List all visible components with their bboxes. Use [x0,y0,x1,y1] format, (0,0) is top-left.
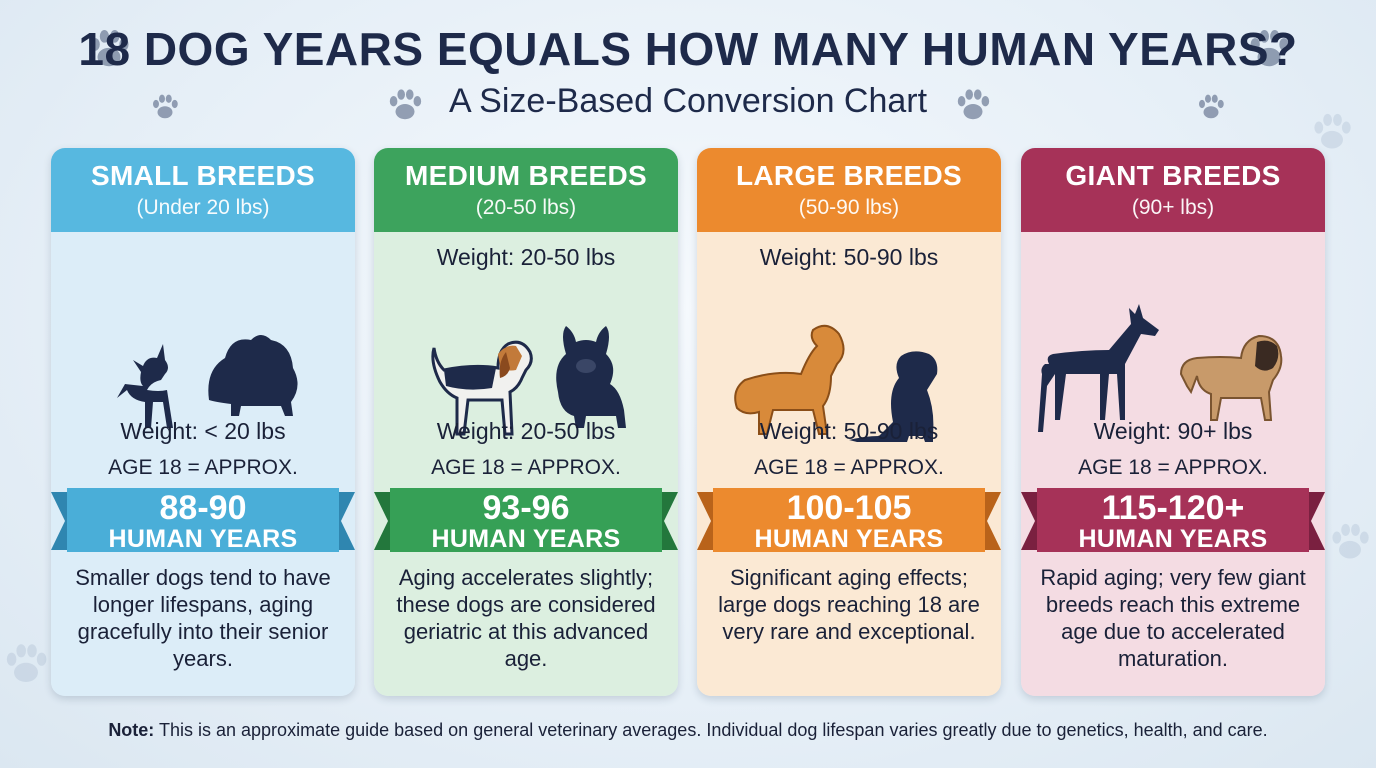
human-years-value: 88-90 [159,489,247,527]
card-title: LARGE BREEDS [735,160,963,191]
card-weight: Weight: 90+ lbs [1093,418,1253,444]
medium-breeds-card: MEDIUM BREEDS (20-50 lbs) Weight: 20-50 … [374,148,678,696]
card-header: SMALL BREEDS (Under 20 lbs) [51,148,355,232]
card-weight: Weight: 50-90 lbs [759,418,939,444]
chihuahua-silhouette-icon [117,344,173,428]
pomeranian-silhouette-icon [208,335,298,416]
card-body: Weight: 90+ lbs AGE 18 = APPROX. 115-120… [1021,232,1325,696]
card-description: Aging accelerates slightly; these dogs a… [396,565,656,671]
footer-note: Note: This is an approximate guide based… [0,720,1376,741]
note-text: This is an approximate guide based on ge… [159,720,1268,740]
french-bulldog-icon [556,326,626,428]
card-title: MEDIUM BREEDS [405,160,647,191]
human-years-label: HUMAN YEARS [431,525,621,553]
beagle-icon [431,340,533,436]
paw-print-icon [6,644,47,682]
card-header: GIANT BREEDS (90+ lbs) [1021,148,1325,232]
paw-print-icon [1332,523,1369,559]
card-age-label: AGE 18 = APPROX. [108,456,298,479]
card-header: MEDIUM BREEDS (20-50 lbs) [374,148,678,232]
card-body: Weight: < 20 lbs AGE 18 = APPROX. 88-90 … [51,232,355,696]
human-years-label: HUMAN YEARS [108,525,298,553]
dog-illustrations [431,326,626,436]
years-ribbon: 88-90 HUMAN YEARS [51,484,355,558]
card-weight: Weight: 20-50 lbs [436,418,616,444]
paw-print-icon [1199,94,1224,119]
card-weight-range: (20-50 lbs) [475,196,577,219]
card-title: SMALL BREEDS [91,160,315,191]
human-years-value: 93-96 [482,489,570,527]
card-age-label: AGE 18 = APPROX. [431,456,621,479]
card-description: Significant aging effects; large dogs re… [718,565,980,644]
card-age-label: AGE 18 = APPROX. [1078,456,1268,479]
card-body: Weight: 20-50 lbs Weight: 20-50 lbs AGE … [374,232,678,696]
card-description: Smaller dogs tend to have longer lifespa… [75,565,331,671]
large-breeds-card: LARGE BREEDS (50-90 lbs) Weight: 50-90 l… [697,148,1001,696]
card-body: Weight: 50-90 lbs Weight: 50-90 lbs AGE … [697,232,1001,696]
dog-illustrations [117,335,298,428]
card-weight-top: Weight: 20-50 lbs [436,244,616,270]
card-title: GIANT BREEDS [1065,160,1281,191]
card-weight-range: (50-90 lbs) [798,196,900,219]
page-title: 18 DOG YEARS EQUALS HOW MANY HUMAN YEARS… [78,23,1298,75]
great-dane-icon [1038,304,1159,432]
human-years-value: 100-105 [786,489,912,527]
card-header: LARGE BREEDS (50-90 lbs) [697,148,1001,232]
card-description: Rapid aging; very few giant breeds reach… [1040,565,1306,671]
paw-print-icon [1250,30,1289,67]
card-weight: Weight: < 20 lbs [120,418,286,444]
human-years-label: HUMAN YEARS [754,525,944,553]
years-ribbon: 100-105 HUMAN YEARS [697,484,1001,558]
golden-retriever-icon [734,324,845,435]
note-label: Note: [108,720,155,740]
small-breeds-card: SMALL BREEDS (Under 20 lbs) Weight: < 20… [51,148,355,696]
dog-illustrations [734,324,938,442]
paw-print-icon [1314,113,1351,149]
card-weight-top: Weight: 50-90 lbs [759,244,939,270]
card-weight-range: (90+ lbs) [1131,196,1215,219]
human-years-label: HUMAN YEARS [1078,525,1268,553]
card-weight-range: (Under 20 lbs) [136,196,270,219]
page-subtitle: A Size-Based Conversion Chart [448,82,928,120]
dog-illustrations [1038,304,1283,432]
card-age-label: AGE 18 = APPROX. [754,456,944,479]
paw-print-icon [957,89,990,120]
mastiff-icon [1179,334,1283,421]
years-ribbon: 115-120+ HUMAN YEARS [1021,484,1325,558]
paw-print-icon [153,94,178,119]
years-ribbon: 93-96 HUMAN YEARS [374,484,678,558]
labrador-icon [849,351,938,442]
giant-breeds-card: GIANT BREEDS (90+ lbs) Weight: 90+ lbs A… [1021,148,1325,696]
paw-print-icon [389,89,422,120]
human-years-value: 115-120+ [1101,489,1245,527]
paw-print-icon [90,30,129,67]
